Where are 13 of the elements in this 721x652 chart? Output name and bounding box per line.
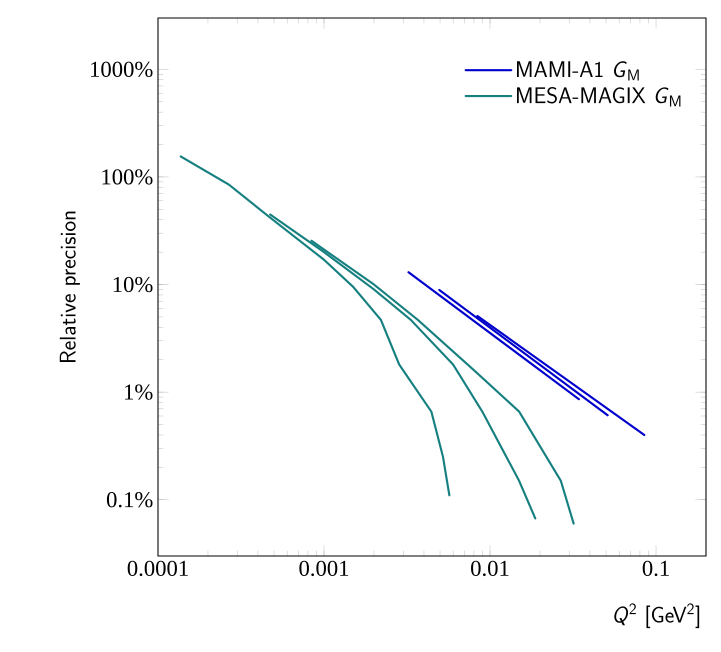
y-tick-label: 0.1% bbox=[106, 492, 153, 508]
x-tick-label: 0.0001 bbox=[128, 560, 188, 576]
x-tick-label: 0.01 bbox=[471, 560, 508, 576]
x-tick-label: 0.1 bbox=[642, 560, 669, 576]
y-tick-label: 100% bbox=[102, 169, 153, 185]
x-axis-title: Q$^{2}$ [GeV$^{2}$] bbox=[614, 603, 700, 628]
y-tick-label: 1% bbox=[125, 384, 153, 400]
legend-label: MAMI-A1 G$_{M}$ bbox=[517, 61, 639, 80]
y-tick-label: 10% bbox=[114, 276, 153, 292]
y-axis-title: Relative precision bbox=[60, 212, 80, 362]
x-tick-label: 0.001 bbox=[299, 560, 348, 576]
legend-label: MESA-MAGIX G$_{M}$ bbox=[517, 87, 680, 107]
y-tick-label: 1000% bbox=[91, 62, 153, 78]
